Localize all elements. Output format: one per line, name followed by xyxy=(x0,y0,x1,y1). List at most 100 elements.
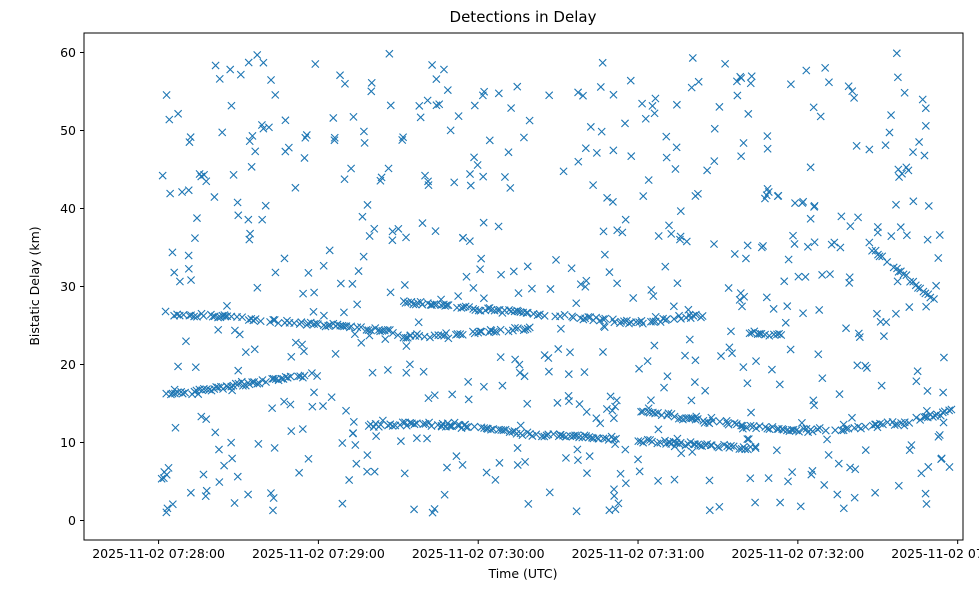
scatter-point xyxy=(665,221,673,230)
y-tick-label: 30 xyxy=(60,279,76,294)
scatter-point xyxy=(663,372,672,381)
scatter-point xyxy=(637,407,646,416)
scatter-point xyxy=(871,488,880,497)
scatter-point xyxy=(174,109,183,118)
scatter-point xyxy=(913,367,922,376)
scatter-point xyxy=(861,422,870,431)
scatter-point xyxy=(673,279,682,288)
scatter-point xyxy=(781,318,790,327)
scatter-point xyxy=(752,357,761,366)
scatter-point xyxy=(726,327,735,336)
scatter-point xyxy=(253,379,262,388)
scatter-point xyxy=(347,164,356,173)
scatter-point xyxy=(661,262,670,271)
scatter-point xyxy=(521,457,530,466)
scatter-point xyxy=(824,450,833,459)
x-axis-label: Time (UTC) xyxy=(487,566,557,581)
scatter-point xyxy=(601,314,610,323)
scatter-point xyxy=(808,466,817,475)
scatter-point xyxy=(609,435,618,444)
scatter-point xyxy=(424,394,433,403)
scatter-point xyxy=(192,214,201,223)
scatter-point xyxy=(669,302,678,311)
scatter-point xyxy=(663,411,672,420)
scatter-point xyxy=(215,74,224,83)
scatter-point xyxy=(895,173,904,182)
scatter-point xyxy=(166,189,175,198)
scatter-point xyxy=(479,382,488,391)
scatter-point xyxy=(349,112,358,121)
scatter-point xyxy=(575,433,584,442)
scatter-point xyxy=(511,323,519,332)
scatter-point xyxy=(904,166,913,175)
scatter-point xyxy=(891,309,900,318)
scatter-point xyxy=(831,426,840,435)
scatter-point xyxy=(186,133,195,142)
scatter-point xyxy=(586,122,595,131)
scatter-point xyxy=(921,121,930,130)
scatter-point xyxy=(685,335,694,344)
scatter-point xyxy=(873,228,882,237)
scatter-point xyxy=(569,313,578,322)
scatter-point xyxy=(821,426,830,435)
scatter-point xyxy=(733,91,742,100)
scatter-point xyxy=(654,425,663,434)
scatter-point xyxy=(746,421,755,430)
scatter-point xyxy=(418,219,427,228)
scatter-point xyxy=(520,372,529,381)
scatter-point xyxy=(688,447,697,456)
scatter-point xyxy=(629,293,638,302)
scatter-point xyxy=(820,480,829,489)
scatter-point xyxy=(921,489,930,498)
scatter-point xyxy=(406,331,415,340)
scatter-point xyxy=(241,348,250,357)
scatter-point xyxy=(792,426,801,435)
scatter-point xyxy=(760,194,769,203)
chart-title: Detections in Delay xyxy=(450,8,597,26)
scatter-point xyxy=(299,289,308,298)
scatter-point xyxy=(677,449,686,458)
scatter-point xyxy=(672,100,681,109)
scatter-point xyxy=(287,352,296,361)
scatter-point xyxy=(184,251,193,260)
scatter-point xyxy=(307,369,316,378)
scatter-point xyxy=(751,444,760,453)
scatter-point xyxy=(446,126,455,135)
scatter-point xyxy=(458,233,467,242)
scatter-point xyxy=(634,455,643,464)
scatter-point xyxy=(388,421,397,430)
scatter-point xyxy=(773,192,782,201)
scatter-point xyxy=(238,313,247,322)
scatter-point xyxy=(412,419,421,428)
scatter-point xyxy=(592,148,601,157)
scatter-point xyxy=(769,304,778,313)
scatter-point xyxy=(269,315,278,324)
scatter-point xyxy=(923,235,932,244)
scatter-point xyxy=(340,79,349,88)
scatter-point xyxy=(833,490,842,499)
scatter-point xyxy=(257,120,266,129)
scatter-point xyxy=(430,391,439,400)
scatter-point xyxy=(340,175,349,184)
scatter-point xyxy=(907,441,916,450)
scatter-point xyxy=(215,478,224,487)
scatter-point xyxy=(887,111,896,120)
scatter-point xyxy=(909,197,918,206)
scatter-point xyxy=(345,476,354,485)
scatter-point xyxy=(923,386,932,395)
scatter-point xyxy=(477,327,486,336)
scatter-point xyxy=(603,193,612,202)
scatter-point xyxy=(505,305,514,314)
scatter-point xyxy=(737,152,746,161)
scatter-point xyxy=(730,419,739,428)
scatter-point xyxy=(421,171,430,180)
scatter-point xyxy=(871,246,880,255)
scatter-point xyxy=(763,424,772,433)
scatter-point xyxy=(614,499,623,508)
plot-frame xyxy=(83,32,964,541)
scatter-point xyxy=(670,412,679,421)
scatter-point xyxy=(540,432,549,441)
scatter-point xyxy=(546,285,555,294)
scatter-point xyxy=(469,283,478,292)
